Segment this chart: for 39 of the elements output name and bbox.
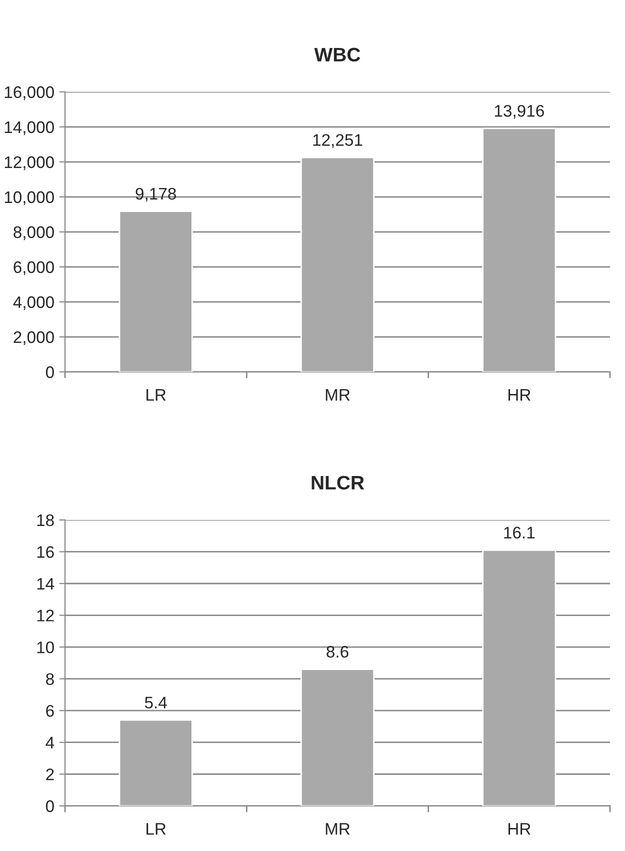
y-tick-label: 2 xyxy=(46,768,54,780)
data-label: 16.1 xyxy=(504,526,535,539)
y-tick-label: 14 xyxy=(37,578,54,590)
bar xyxy=(482,549,556,806)
y-tick-label: 16 xyxy=(37,546,54,558)
data-label: 12,251 xyxy=(313,134,362,148)
x-tick-label: HR xyxy=(508,823,530,835)
y-tick-label: 0 xyxy=(46,800,54,812)
bar xyxy=(300,668,375,806)
x-tick-label: MR xyxy=(326,389,350,401)
y-tick-label: 10 xyxy=(37,641,54,654)
x-tick-label: LR xyxy=(146,389,166,401)
data-label: 8.6 xyxy=(326,646,348,658)
y-tick-label: 18 xyxy=(37,514,54,526)
x-tick-label: MR xyxy=(326,823,350,835)
bar xyxy=(118,719,193,806)
y-tick-label: 10,000 xyxy=(4,191,54,206)
y-tick-label: 6 xyxy=(46,704,54,717)
bar xyxy=(118,210,193,372)
y-tick-label: 12,000 xyxy=(4,156,54,170)
y-tick-label: 6,000 xyxy=(14,261,54,276)
y-tick-label: 14,000 xyxy=(4,121,54,136)
chart-title: WBC xyxy=(314,48,360,62)
y-tick-label: 4 xyxy=(46,736,54,748)
data-label: 5.4 xyxy=(144,696,167,708)
y-tick-label: 8,000 xyxy=(14,226,54,240)
x-tick-label: LR xyxy=(146,823,166,835)
bar xyxy=(482,128,556,372)
data-label: 9,178 xyxy=(136,188,176,202)
chart-title: NLCR xyxy=(312,476,364,490)
y-tick-label: 8 xyxy=(46,673,54,686)
y-tick-label: 0 xyxy=(46,366,54,378)
x-tick-label: HR xyxy=(508,389,530,401)
y-tick-label: 4,000 xyxy=(13,296,54,310)
y-tick-label: 16,000 xyxy=(4,86,54,100)
bar xyxy=(300,156,375,372)
y-tick-label: 2,000 xyxy=(14,331,54,346)
y-tick-label: 12 xyxy=(37,610,54,622)
data-label: 13,916 xyxy=(494,104,544,119)
